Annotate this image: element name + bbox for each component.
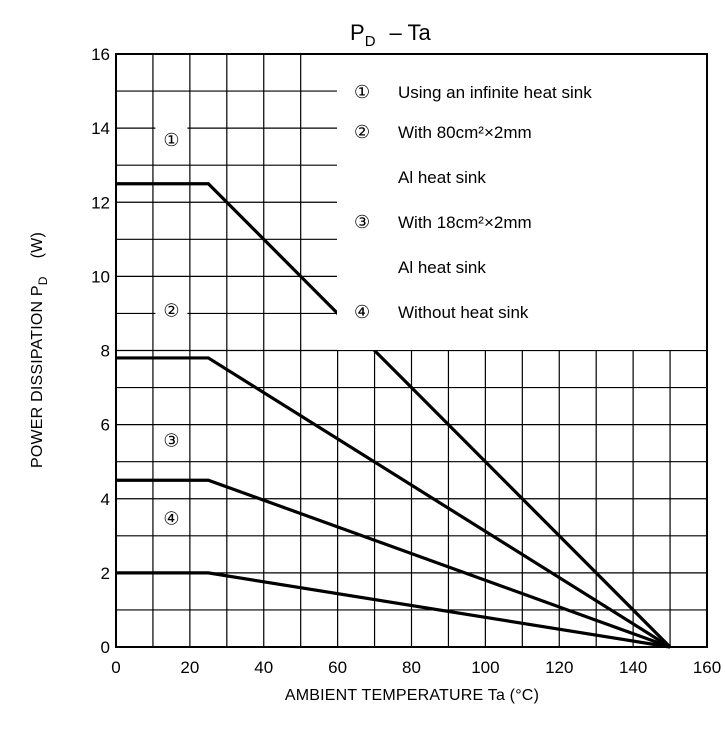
legend-entry: Without heat sink	[398, 303, 529, 322]
legend-marker: ④	[354, 302, 370, 323]
y-tick-label: 8	[101, 342, 110, 361]
legend-entry: Al heat sink	[398, 168, 486, 187]
legend-box	[337, 54, 707, 350]
curve-marker-label: ③	[163, 430, 179, 451]
legend-marker: ③	[354, 212, 370, 233]
x-tick-label: 120	[545, 658, 573, 677]
x-tick-label: 160	[693, 658, 721, 677]
y-tick-label: 16	[91, 45, 110, 64]
series-line-1	[116, 182, 672, 649]
legend-entry: With 18cm²×2mm	[398, 213, 532, 232]
x-tick-label: 20	[180, 658, 199, 677]
y-tick-label: 10	[91, 267, 110, 286]
chart-title: PD – Ta	[350, 20, 431, 50]
curve-marker-bg	[155, 125, 188, 152]
legend-entry: Al heat sink	[398, 258, 486, 277]
x-axis-label: AMBIENT TEMPERATURE Ta (°C)	[285, 687, 539, 704]
curve-marker-label: ④	[163, 508, 179, 529]
curve-marker-bg	[155, 503, 188, 530]
axis-ticks: 0 20 40 60 80 100 120 140 160 0 2 4 6 8 10 12 14 16	[91, 45, 721, 677]
data-series	[116, 182, 672, 649]
x-tick-label: 40	[254, 658, 273, 677]
legend-marker: ①	[354, 82, 370, 103]
y-tick-label: 2	[101, 564, 110, 583]
legend-entry: Using an infinite heat sink	[398, 83, 592, 102]
y-tick-label: 6	[101, 416, 110, 435]
x-tick-label: 0	[111, 658, 120, 677]
curve-marker-label: ②	[163, 301, 179, 322]
curve-marker-label: ①	[163, 130, 179, 151]
y-tick-label: 4	[101, 490, 110, 509]
series-line-2	[116, 356, 671, 649]
x-tick-label: 140	[619, 658, 647, 677]
y-tick-label: 0	[101, 638, 110, 657]
legend-entry: With 80cm²×2mm	[398, 123, 532, 142]
y-axis-label: POWER DISSIPATION PD(W)	[29, 232, 50, 468]
series-line-4	[116, 571, 671, 649]
y-tick-label: 14	[91, 119, 110, 138]
curve-markers: ① ② ③ ④	[155, 125, 188, 530]
x-tick-label: 60	[328, 658, 347, 677]
x-tick-label: 100	[471, 658, 499, 677]
curve-marker-bg	[155, 295, 188, 322]
plot-frame	[115, 53, 708, 648]
legend: ① Using an infinite heat sink ② With 80cm²×…	[354, 82, 592, 323]
y-tick-label: 12	[91, 193, 110, 212]
curve-marker-bg	[155, 425, 188, 452]
series-line-3	[116, 478, 671, 649]
legend-marker: ②	[354, 122, 370, 143]
x-tick-label: 80	[402, 658, 421, 677]
